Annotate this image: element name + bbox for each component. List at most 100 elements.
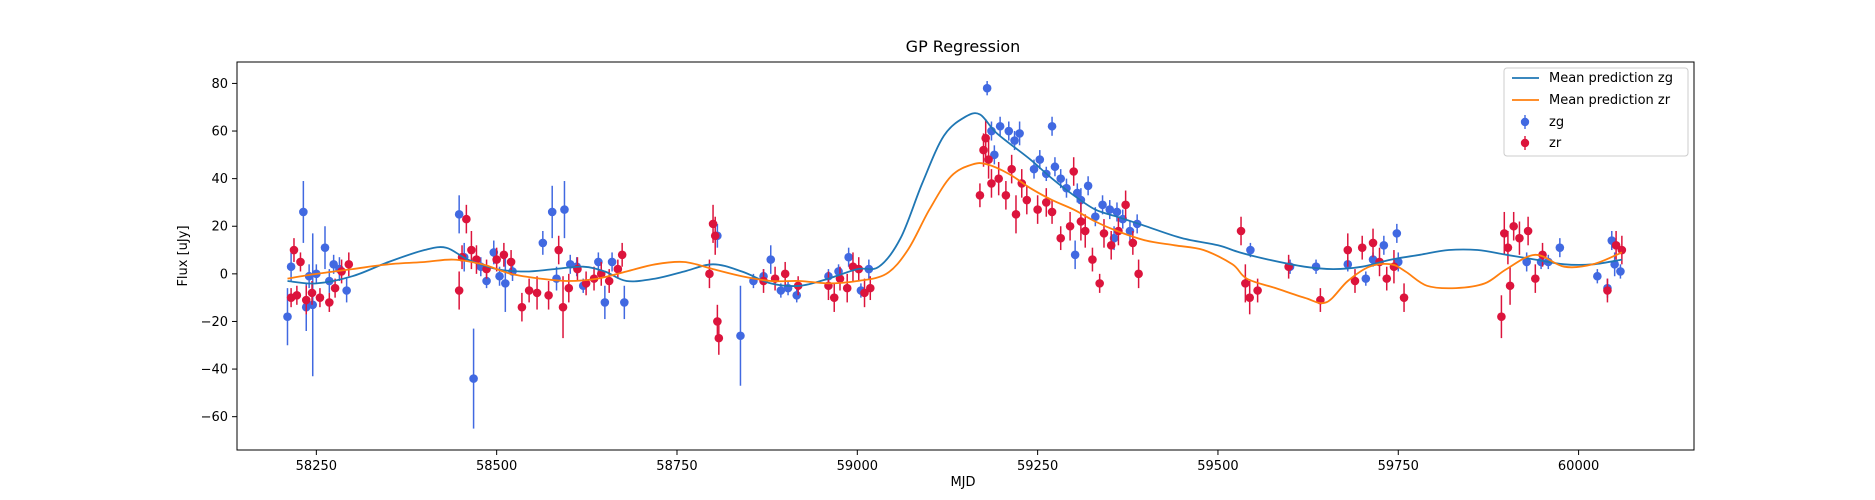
data-point — [320, 243, 330, 252]
data-point — [1047, 207, 1057, 217]
data-point — [292, 290, 302, 300]
data-point — [1022, 195, 1032, 205]
data-point — [995, 121, 1005, 131]
data-point — [1509, 221, 1518, 231]
data-point — [1531, 274, 1540, 283]
data-point — [1555, 243, 1565, 252]
data-point — [613, 264, 623, 274]
data-point — [1593, 271, 1602, 281]
data-point — [1010, 136, 1019, 145]
y-tick-label: 40 — [211, 172, 228, 187]
data-point — [532, 288, 542, 298]
data-point — [766, 255, 776, 264]
x-tick-label: 59750 — [1378, 459, 1419, 474]
data-point — [604, 276, 614, 286]
data-point — [1523, 226, 1533, 236]
y-tick-label: −20 — [201, 315, 228, 330]
data-point — [1011, 210, 1021, 219]
data-point — [842, 283, 852, 293]
mean-prediction-lines — [287, 112, 1623, 305]
data-point — [865, 283, 875, 293]
legend-label-mean-zg: Mean prediction zg — [1549, 71, 1673, 86]
data-point — [987, 179, 996, 188]
data-point — [714, 333, 724, 343]
x-axis-label: MJD — [950, 475, 975, 490]
data-point — [1091, 212, 1100, 222]
data-point — [713, 317, 722, 326]
legend: Mean prediction zg Mean prediction zr zg… — [1503, 67, 1689, 157]
data-point — [1080, 226, 1090, 236]
data-point — [1095, 279, 1104, 288]
x-tick-label: 59500 — [1197, 459, 1238, 474]
data-point — [283, 312, 292, 321]
data-point — [1105, 205, 1115, 214]
legend-label-mean-zr: Mean prediction zr — [1549, 93, 1671, 108]
data-point — [736, 331, 745, 341]
legend-marker-zg — [1520, 117, 1530, 127]
data-point — [1253, 286, 1262, 295]
x-tick-label: 58250 — [296, 459, 337, 474]
data-point — [1069, 167, 1078, 176]
data-point — [708, 219, 718, 229]
data-point — [330, 283, 340, 293]
data-point — [1128, 238, 1138, 248]
data-point — [544, 290, 553, 300]
data-point — [1065, 221, 1075, 231]
data-point — [301, 295, 311, 305]
data-point — [1106, 240, 1116, 250]
mean-prediction-zr-line — [287, 162, 1623, 305]
data-point — [1392, 229, 1402, 238]
data-point — [1311, 262, 1321, 272]
data-point — [1616, 267, 1625, 276]
data-point — [1047, 121, 1057, 131]
chart-title: GP Regression — [906, 37, 1021, 56]
data-point — [1004, 126, 1014, 136]
data-point — [329, 260, 338, 269]
data-point — [1245, 293, 1254, 302]
legend-label-zr: zr — [1549, 136, 1562, 151]
data-point — [307, 288, 317, 298]
data-point — [994, 174, 1003, 183]
data-point — [538, 238, 548, 248]
data-point — [1361, 274, 1371, 283]
data-point — [1379, 240, 1389, 250]
data-point — [492, 255, 501, 264]
data-point — [1088, 255, 1097, 264]
data-point — [482, 276, 491, 286]
data-point — [506, 257, 516, 267]
data-point — [560, 205, 569, 214]
data-point — [1076, 217, 1086, 226]
data-point — [981, 133, 990, 143]
data-point — [547, 207, 557, 217]
legend-label-zg: zg — [1549, 115, 1564, 130]
data-point — [1382, 274, 1392, 283]
data-point — [1007, 164, 1016, 174]
legend-marker-zr — [1520, 138, 1530, 148]
data-point — [1603, 286, 1612, 295]
data-point — [1343, 245, 1353, 255]
data-point — [620, 298, 629, 307]
data-point — [1368, 238, 1378, 248]
data-point — [710, 231, 720, 241]
y-tick-label: 80 — [211, 77, 228, 92]
data-point — [1015, 129, 1024, 138]
data-point — [979, 145, 988, 155]
data-point — [495, 271, 504, 281]
data-point — [792, 290, 802, 300]
data-point — [1056, 174, 1066, 183]
y-tick-label: −40 — [201, 363, 228, 378]
y-tick-label: 20 — [211, 220, 228, 235]
data-point — [1099, 229, 1109, 238]
data-point — [1121, 200, 1130, 210]
data-point — [1515, 233, 1524, 243]
data-point — [860, 288, 869, 298]
data-point — [990, 150, 999, 160]
data-point — [501, 279, 510, 288]
data-point — [1611, 240, 1621, 250]
y-axis-label: Flux [uJy] — [176, 225, 191, 286]
data-point — [1083, 181, 1093, 191]
legend-box — [1503, 67, 1689, 157]
data-point — [975, 191, 985, 200]
data-point — [286, 262, 296, 272]
data-point — [1399, 293, 1409, 302]
